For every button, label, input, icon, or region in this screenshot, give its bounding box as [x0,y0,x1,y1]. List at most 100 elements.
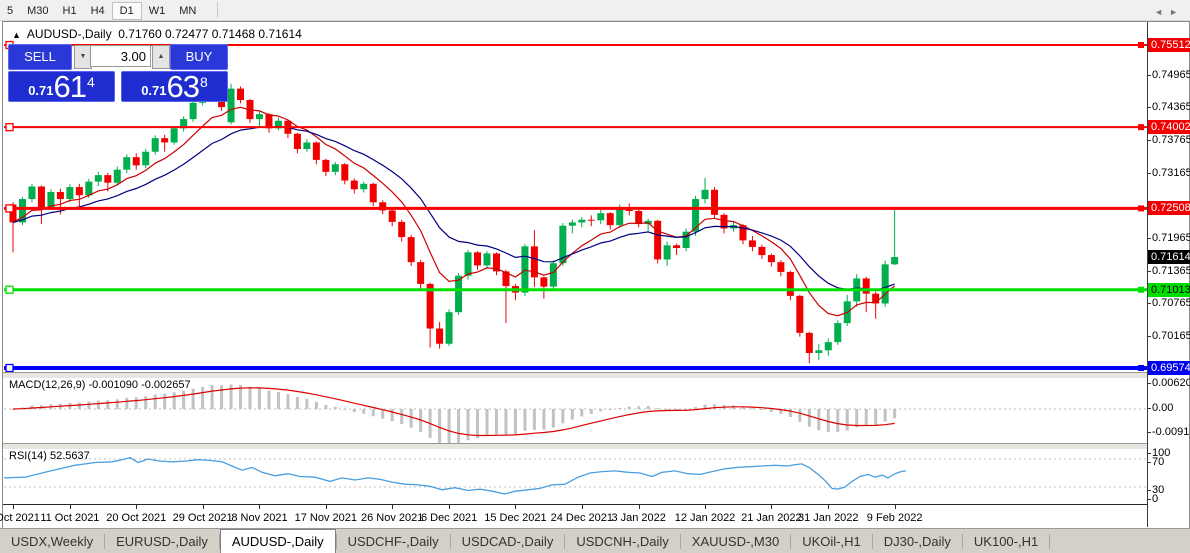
macd-axis: 0.006201 0.00 -0.009197 [1147,0,1190,527]
chart-tab-uk100-h1[interactable]: UK100-,H1 [973,534,1039,549]
date-label: 20 Oct 2021 [106,512,167,524]
timeframe-button-w1[interactable]: W1 [148,4,166,17]
price-badge: 0.69574 [1148,361,1190,375]
timeframe-button-mn[interactable]: MN [179,4,197,17]
price-badge: 0.72508 [1148,201,1190,216]
price-tick-label: 0.73165 [1152,166,1190,179]
macd-axis-label: 0.00 [1152,402,1174,414]
chart-tab-bar: USDX,Weekly EURUSD-,Daily AUDUSD-,Daily USD… [0,528,1190,553]
axis-tick [1147,237,1151,239]
rsi-axis-label: 0 [1152,493,1159,505]
panel-splitter[interactable] [3,372,1147,379]
buy-button[interactable]: BUY [170,44,228,70]
sell-button[interactable]: SELL [8,44,72,70]
tab-scroll-right-icon[interactable]: ► [1169,7,1184,17]
chart-tab-audusd-daily[interactable]: AUDUSD-,Daily [219,529,336,553]
rsi-axis-label: 70 [1152,456,1165,468]
volume-increase-icon[interactable]: ▲ [152,45,170,69]
sell-price-display[interactable]: 0.71 61 4 [8,69,115,104]
axis-tick [1147,453,1151,454]
date-label: 15 Dec 2021 [484,512,547,524]
tab-scroll-arrows[interactable]: ◄► [1154,7,1184,17]
chart-tab-xauusd-m30[interactable]: XAUUSD-,M30 [691,534,780,549]
axis-tick [1147,408,1151,409]
date-tick [705,505,707,509]
collapse-panel-icon[interactable]: ▲ [12,30,21,40]
date-label: 8 Nov 2021 [231,512,288,524]
date-label: 29 Oct 2021 [172,512,233,524]
buy-price-sup: 8 [200,73,208,90]
chart-symbol-label: AUDUSD-,Daily [26,27,112,41]
sell-price-sup: 4 [87,73,95,90]
toolbar-separator [217,2,219,18]
price-tick-label: 0.74965 [1152,68,1190,81]
price-badge: 0.71013 [1148,282,1190,297]
date-label: 6 Dec 2021 [420,512,478,524]
date-tick [202,505,204,509]
tab-separator [961,534,963,549]
chart-tab-dj30-daily[interactable]: DJ30-,Daily [883,534,951,549]
sell-price-prefix: 0.71 [28,83,54,98]
date-tick [449,505,451,509]
date-tick [136,505,138,509]
date-tick [638,505,640,509]
date-tick [69,505,71,509]
date-label: 17 Nov 2021 [294,512,358,524]
chart-title: ▲ AUDUSD-,Daily 0.71760 0.72477 0.71468 0… [12,27,302,41]
chart-tab-usdchf-daily[interactable]: USDCHF-,Daily [347,534,439,549]
date-label: 3 Jan 2022 [611,512,666,524]
timeframe-button-h4[interactable]: H4 [90,4,105,17]
chart-tab-usdcad-daily[interactable]: USDCAD-,Daily [461,534,554,549]
tab-separator [335,534,337,549]
axis-tick [1147,172,1151,174]
rsi-indicator-canvas[interactable] [4,448,1147,504]
timeframe-button-d1[interactable]: D1 [111,1,142,20]
buy-price-big: 63 [166,68,200,104]
tab-separator [790,534,792,549]
price-badge: 0.74002 [1148,120,1190,135]
tab-separator [871,534,873,549]
tab-separator [1049,534,1051,549]
tab-separator [449,534,451,549]
macd-indicator-canvas[interactable] [4,377,1147,443]
macd-axis-label: 0.006201 [1152,377,1190,389]
chart-ohlc-label: 0.71760 0.72477 0.71468 0.71614 [118,27,302,41]
rsi-axis: 100 70 30 0 [1147,0,1190,527]
axis-tick [1147,303,1151,305]
axis-tick [1147,383,1151,384]
price-tick-label: 0.73765 [1152,134,1190,147]
chart-tab-usdx-weekly[interactable]: USDX,Weekly [11,534,94,549]
rsi-axis-label: 30 [1152,484,1165,496]
price-tick-label: 0.71965 [1152,231,1190,244]
price-tick-label: 0.70165 [1152,329,1190,342]
date-tick [259,505,261,509]
price-chart-canvas[interactable] [4,23,1147,372]
panel-splitter[interactable] [3,443,1147,450]
timeframe-toolbar: 5 M30 H1 H4 D1 W1 MN [0,0,1190,21]
price-tick-label: 0.74365 [1152,101,1190,114]
chart-tab-eurusd-daily[interactable]: EURUSD-,Daily [116,534,208,549]
axis-tick [1147,499,1151,500]
date-label: 31 Jan 2022 [797,512,859,524]
tab-separator [679,534,681,549]
date-label: 24 Dec 2021 [550,512,613,524]
rsi-indicator-label: RSI(14) 52.5637 [9,450,90,462]
axis-tick [1147,270,1151,272]
date-tick [325,505,327,509]
tab-scroll-left-icon[interactable]: ◄ [1154,7,1170,17]
axis-tick [1147,335,1151,337]
one-click-trading-panel: SELL ▼ 3.00 ▲ BUY 0.71 61 4 0.71 63 8 [8,44,228,104]
timeframe-button-h1[interactable]: H1 [62,4,77,17]
timeframe-button-m30[interactable]: M30 [27,4,49,17]
date-tick [771,505,773,509]
price-badge: 0.71614 [1148,250,1190,265]
price-tick-label: 0.70765 [1152,297,1190,310]
date-label: 12 Jan 2022 [674,512,736,524]
chart-tab-ukoil-h1[interactable]: UKOil-,H1 [802,534,861,549]
buy-price-display[interactable]: 0.71 63 8 [121,68,228,104]
timeframe-button-5[interactable]: 5 [7,4,14,17]
chart-tab-usdcnh-daily[interactable]: USDCNH-,Daily [576,534,669,549]
axis-tick [1147,140,1151,142]
date-label: 21 Jan 2022 [741,512,802,524]
volume-input[interactable]: 3.00 [90,45,151,67]
